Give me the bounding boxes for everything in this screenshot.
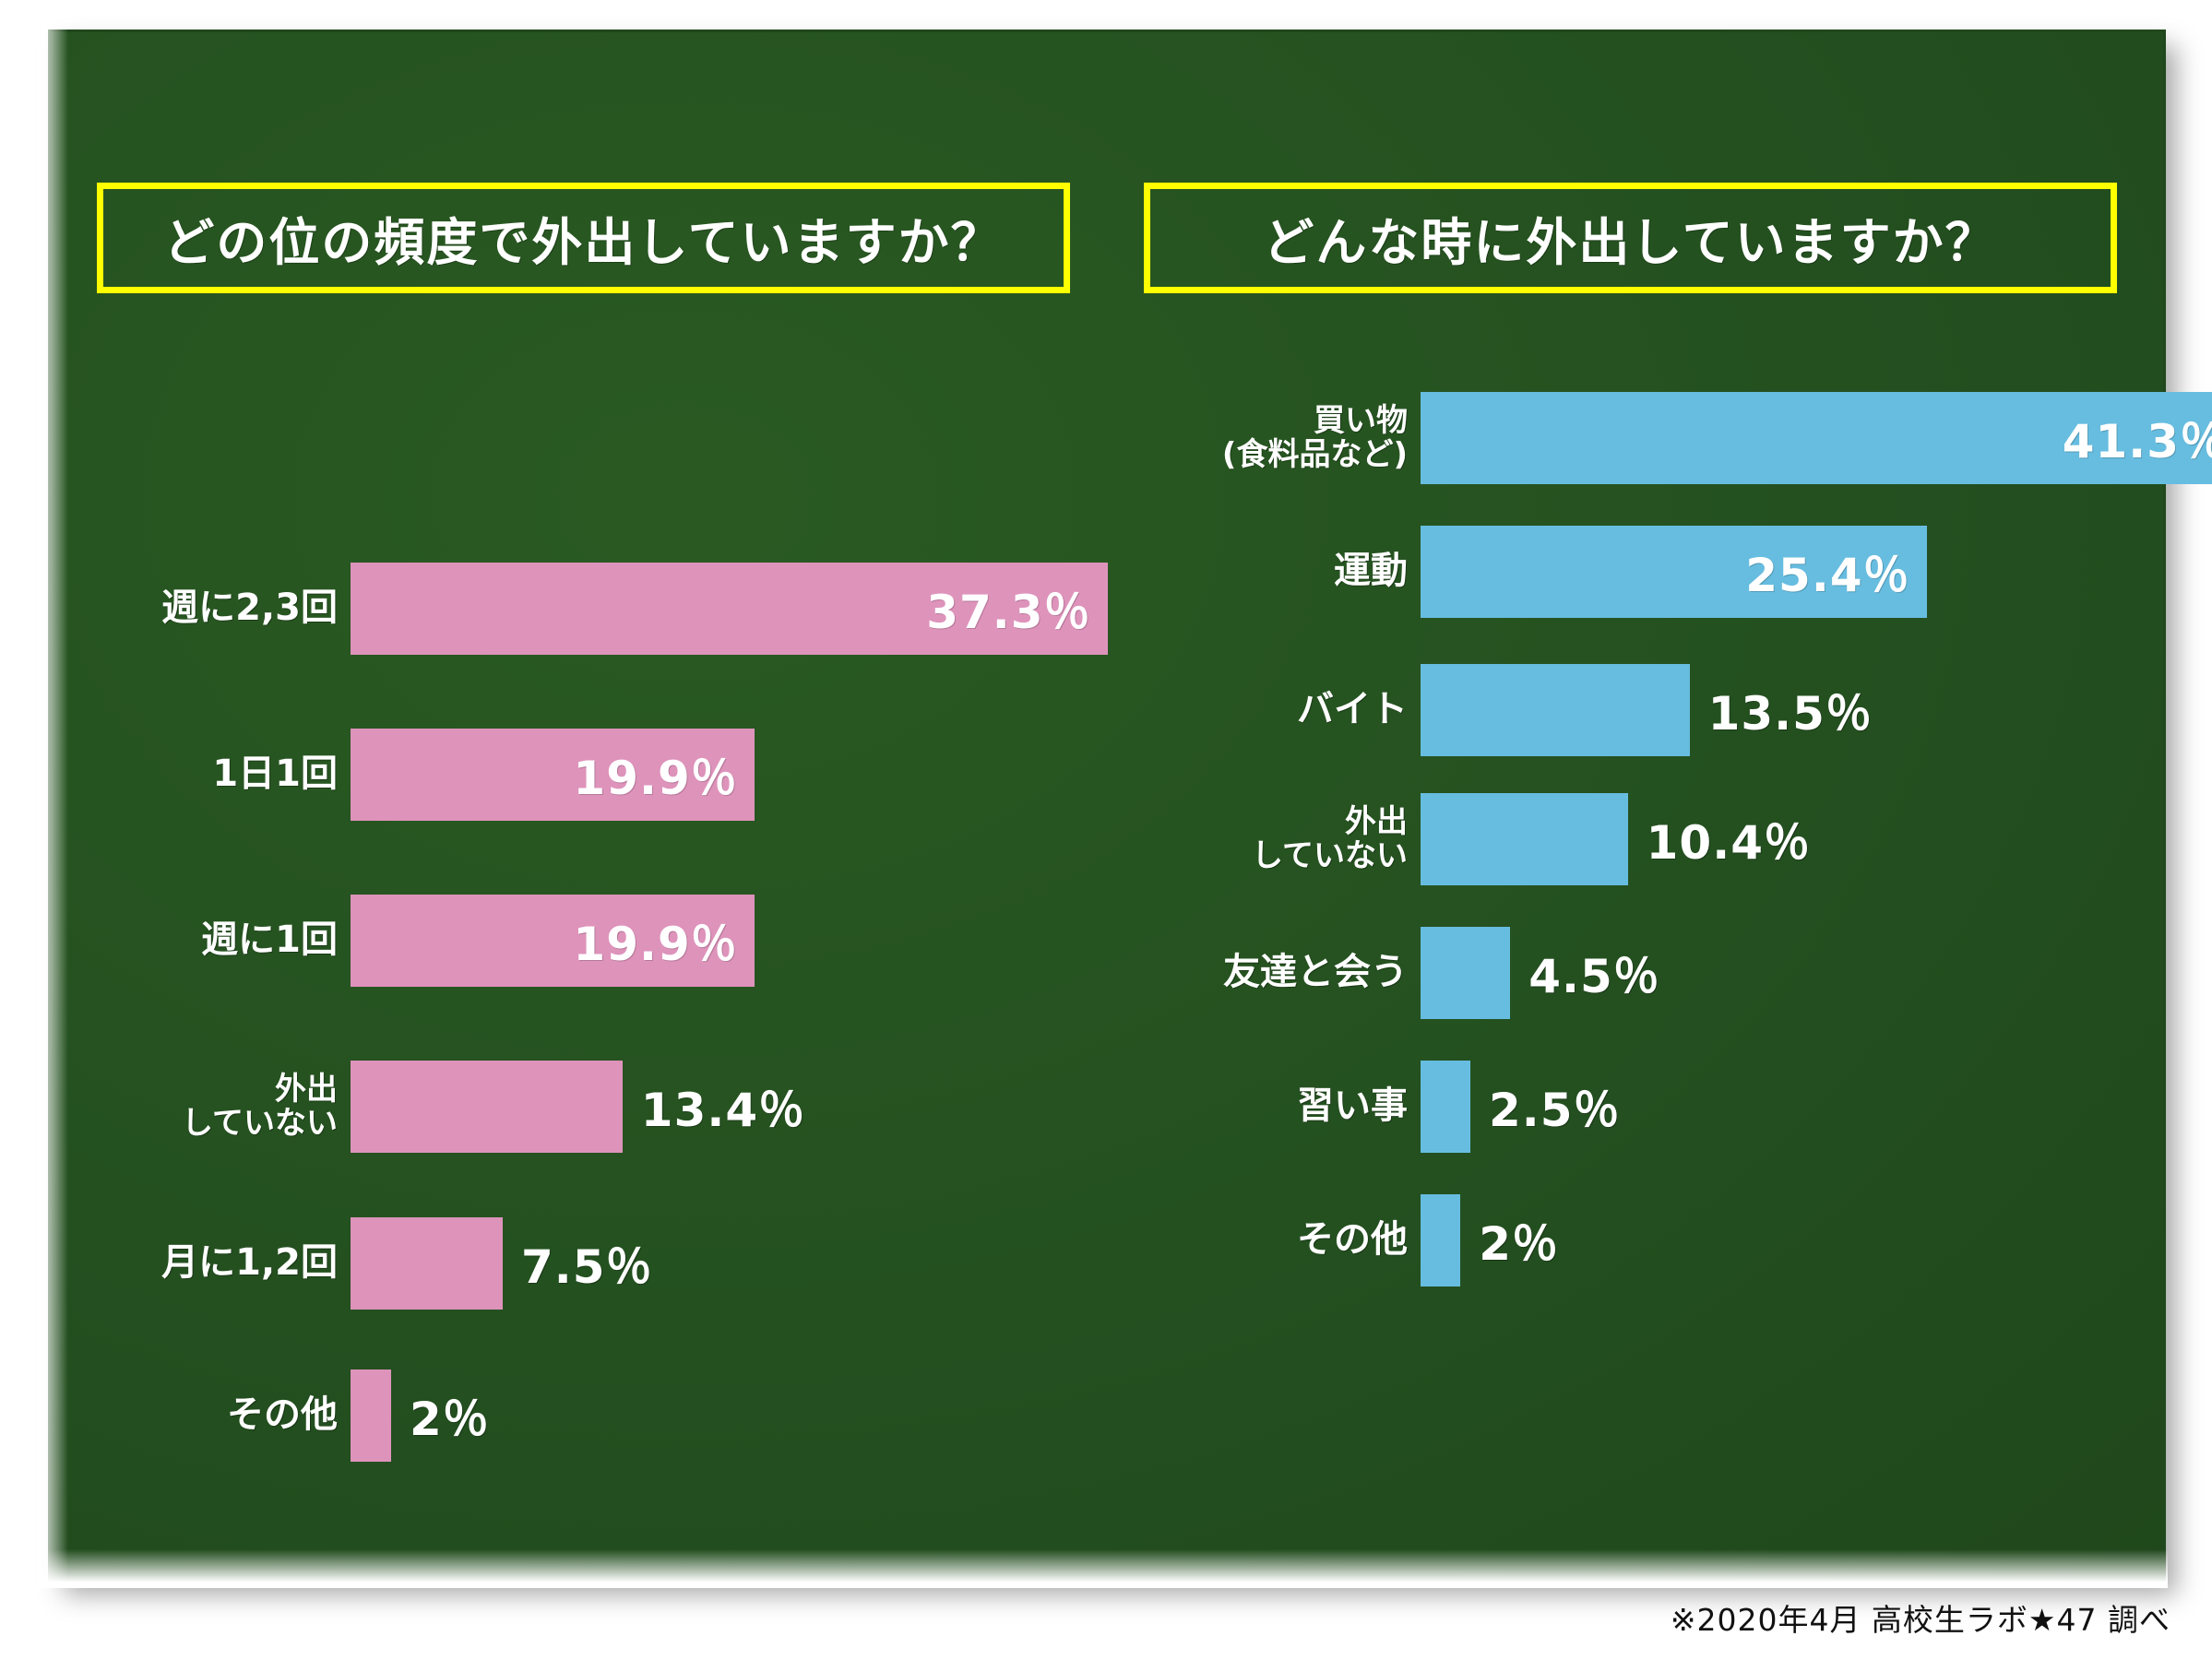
bar-fill (1421, 1061, 1470, 1153)
bar-row: 月に1,2回 7.5％ (65, 1217, 653, 1310)
bar-category-label: 月に1,2回 (161, 1241, 338, 1285)
bar-value-label: 13.5％ (1707, 687, 1873, 741)
bar-category-label: 運動 (1334, 550, 1408, 593)
bar-row: 運動 25.4％ (1135, 526, 1927, 618)
bar-category-label: 週に2,3回 (161, 587, 338, 630)
bar-value-label: 19.9％ (573, 918, 738, 971)
bar-fill (351, 1217, 503, 1310)
bar-value-label: 7.5％ (521, 1240, 653, 1294)
bar-with-outside-label: 10.4％ (1421, 793, 1811, 885)
bar-fill (1421, 664, 1690, 756)
bar-value-label: 19.9％ (573, 752, 738, 805)
left-bar-chart: 週に2,3回 37.3％ 1日1回 19.9％ 週に1回 19.9％ 外出 していない 13.… (65, 332, 1135, 1531)
bar-category-label: 買い物 (食料品など) (1221, 402, 1408, 473)
bar-category-label: その他 (1297, 1218, 1408, 1262)
bar-value-label: 25.4％ (1745, 549, 1910, 602)
bar-category-label: 外出 していない (1252, 803, 1408, 874)
bar-category-label: 習い事 (1297, 1085, 1408, 1128)
bar-value-label: 37.3％ (926, 586, 1091, 639)
bar-with-outside-label: 4.5％ (1421, 927, 1660, 1019)
bar-fill: 37.3％ (351, 563, 1108, 655)
bar-with-outside-label: 2％ (351, 1370, 490, 1462)
bar-category-label: バイト (1297, 688, 1408, 731)
bar-fill (1421, 1194, 1461, 1286)
bar-row: 1日1回 19.9％ (65, 729, 755, 821)
source-note: ※2020年4月 高校生ラボ★47 調べ (1670, 1602, 2170, 1638)
bar-fill (1421, 927, 1511, 1019)
bar-with-outside-label: 13.5％ (1421, 664, 1873, 756)
bar-value-label: 2％ (410, 1393, 490, 1446)
bar-row: 外出 していない 13.4％ (65, 1061, 805, 1153)
right-chart-title-box: どんな時に外出していますか？ (1144, 183, 2117, 293)
bar-with-outside-label: 2％ (1421, 1194, 1559, 1286)
bar-row: その他 2％ (1135, 1194, 1559, 1286)
bar-category-label: 週に1回 (201, 919, 338, 962)
bar-category-label: その他 (227, 1393, 338, 1437)
bar-row: 習い事 2.5％ (1135, 1061, 1621, 1153)
right-bar-chart: 買い物 (食料品など) 41.3％ 運動 25.4％ バイト 13.5％ 外出 していない 1… (1135, 332, 2212, 1531)
bar-category-label: 友達と会う (1223, 951, 1408, 994)
bar-fill: 41.3％ (1421, 392, 2212, 484)
bar-fill: 25.4％ (1421, 526, 1927, 618)
bar-fill: 19.9％ (351, 729, 755, 821)
bar-value-label: 2％ (1479, 1217, 1559, 1271)
left-chart-title-box: どの位の頻度で外出していますか？ (97, 183, 1070, 293)
bar-value-label: 10.4％ (1646, 816, 1811, 870)
bar-value-label: 13.4％ (640, 1084, 806, 1137)
bar-fill: 19.9％ (351, 895, 755, 987)
bar-row: バイト 13.5％ (1135, 664, 1873, 756)
bar-with-outside-label: 13.4％ (351, 1061, 805, 1153)
bar-row: 友達と会う 4.5％ (1135, 927, 1660, 1019)
bar-row: 外出 していない 10.4％ (1135, 793, 1811, 885)
bar-fill (1421, 793, 1628, 885)
bar-with-outside-label: 7.5％ (351, 1217, 653, 1310)
bar-value-label: 2.5％ (1489, 1084, 1621, 1137)
bar-row: 買い物 (食料品など) 41.3％ (1135, 392, 2212, 484)
bar-value-label: 41.3％ (2062, 415, 2212, 468)
bar-row: 週に2,3回 37.3％ (65, 563, 1108, 655)
bar-row: 週に1回 19.9％ (65, 895, 755, 987)
bar-value-label: 4.5％ (1528, 950, 1660, 1003)
bar-row: その他 2％ (65, 1370, 490, 1462)
bar-with-outside-label: 2.5％ (1421, 1061, 1621, 1153)
bar-category-label: 外出 していない (182, 1071, 338, 1142)
bar-category-label: 1日1回 (212, 753, 338, 796)
bar-fill (351, 1061, 623, 1153)
left-chart-title: どの位の頻度で外出していますか？ (163, 213, 1004, 272)
right-chart-title: どんな時に外出していますか？ (1263, 213, 1998, 272)
bar-fill (351, 1370, 391, 1462)
